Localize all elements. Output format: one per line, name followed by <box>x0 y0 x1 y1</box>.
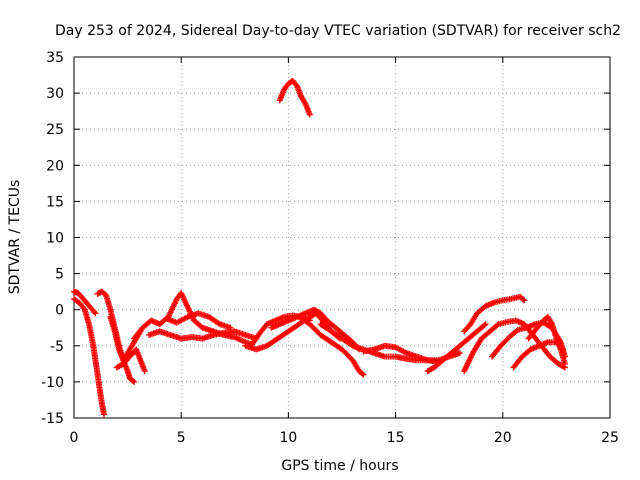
data-point <box>481 322 488 329</box>
track-18 <box>461 317 568 375</box>
data-point <box>306 111 313 118</box>
data-point <box>92 310 99 317</box>
x-tick-label: 10 <box>279 430 297 446</box>
data-point <box>482 321 489 328</box>
data-point <box>101 411 108 418</box>
y-tick-label: -5 <box>50 339 64 355</box>
track-11 <box>268 306 363 353</box>
x-tick-label: 25 <box>601 430 619 446</box>
plot-frame <box>73 56 611 419</box>
y-tick-label: 25 <box>46 122 64 138</box>
data-point <box>141 368 148 375</box>
track-4 <box>107 313 144 364</box>
x-tick-label: 20 <box>494 430 512 446</box>
track-13 <box>296 313 367 378</box>
y-tick-label: 35 <box>46 50 64 66</box>
track-1 <box>71 288 99 317</box>
data-marks <box>71 77 568 418</box>
data-point <box>129 377 136 384</box>
x-tick-label: 15 <box>387 430 405 446</box>
track-8 <box>163 310 234 331</box>
y-tick-label: 5 <box>55 267 64 283</box>
y-tick-label: 0 <box>55 303 64 319</box>
y-tick-label: 30 <box>46 86 64 102</box>
data-point <box>227 324 234 331</box>
x-tick-label: 5 <box>177 430 186 446</box>
data-point <box>91 309 98 316</box>
y-tick-label: 20 <box>46 158 64 174</box>
grid <box>74 57 610 418</box>
track-21 <box>525 313 568 367</box>
track-5 <box>113 346 148 375</box>
data-point <box>561 360 568 367</box>
data-point <box>359 370 366 377</box>
track-2 <box>71 295 108 418</box>
track-17 <box>461 293 528 335</box>
x-tick-label: 0 <box>70 430 79 446</box>
data-point <box>520 296 527 303</box>
track-16 <box>424 321 489 375</box>
chart-title: Day 253 of 2024, Sidereal Day-to-day VTE… <box>55 23 621 39</box>
data-point <box>521 297 528 304</box>
y-tick-label: 10 <box>46 231 64 247</box>
data-point <box>360 371 367 378</box>
y-tick-label: -15 <box>41 411 64 427</box>
data-point <box>560 363 567 370</box>
y-tick-label: -10 <box>41 375 64 391</box>
axis-ticks: 0 5 10 15 20 25 -15 -10 -5 0 5 10 15 20 25 30 35 <box>41 50 619 446</box>
track-12 <box>276 77 313 118</box>
data-point <box>456 350 463 357</box>
track-7 <box>146 328 260 342</box>
y-tick-label: 15 <box>46 194 64 210</box>
x-axis-label: GPS time / hours <box>281 458 398 474</box>
y-axis-label: SDTVAR / TECUs <box>7 180 23 295</box>
data-point <box>131 378 138 385</box>
